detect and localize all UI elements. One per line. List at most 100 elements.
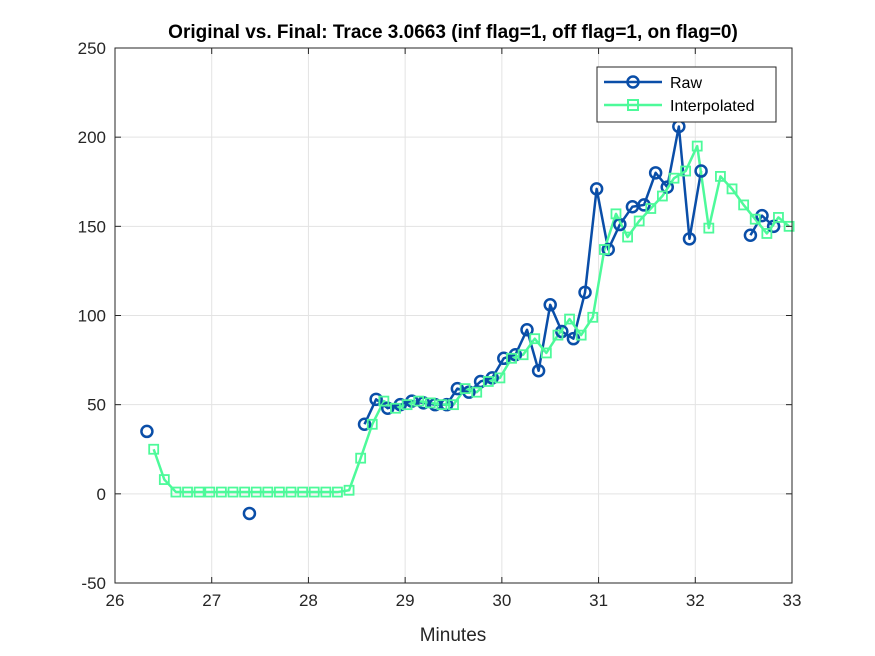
interpolated-point-marker — [285, 486, 297, 498]
interpolated-series-line — [152, 144, 790, 494]
interpolated-point-marker — [390, 402, 401, 414]
raw-point-marker — [755, 208, 769, 223]
interpolated-point-marker — [182, 486, 193, 498]
x-tick-label: 29 — [396, 591, 415, 610]
raw-point-marker — [450, 381, 465, 396]
raw-point-marker — [531, 364, 546, 378]
interpolated-point-marker — [355, 452, 367, 464]
interpolated-point-marker — [227, 486, 239, 498]
interpolated-point-marker — [424, 397, 436, 409]
interpolated-point-marker — [761, 228, 773, 239]
interpolated-point-marker — [158, 474, 170, 485]
series-layer — [140, 119, 795, 521]
y-tick-label: 150 — [78, 217, 106, 236]
interpolated-point-marker — [436, 399, 448, 411]
raw-point-marker — [543, 298, 557, 312]
interpolated-point-marker — [680, 165, 692, 177]
x-tick-label: 32 — [686, 591, 705, 610]
interpolated-point-marker — [239, 486, 250, 498]
interpolated-point-marker — [657, 190, 668, 202]
interpolated-point-marker — [529, 333, 541, 345]
interpolated-point-marker — [738, 199, 750, 211]
interpolated-point-marker — [343, 484, 355, 496]
raw-point-marker — [242, 506, 257, 521]
interpolated-point-marker — [366, 418, 378, 430]
legend-raw-marker — [626, 75, 640, 89]
interpolated-point-marker — [148, 443, 160, 455]
raw-point-marker — [637, 198, 651, 212]
y-tick-label: 250 — [78, 39, 106, 58]
raw-point-marker — [357, 417, 372, 432]
interpolated-point-marker — [332, 486, 343, 498]
raw-point-marker — [566, 331, 581, 346]
raw-point-marker — [743, 228, 758, 242]
x-axis-label: Minutes — [420, 625, 487, 646]
x-tick-label: 33 — [783, 591, 802, 610]
interpolated-point-marker — [250, 486, 262, 498]
interpolated-point-marker — [297, 486, 309, 498]
interpolated-point-marker — [401, 399, 413, 411]
interpolated-point-marker — [726, 183, 738, 195]
legend: Raw Interpolated — [596, 66, 777, 123]
interpolated-point-marker — [378, 395, 390, 407]
interpolated-point-marker — [517, 349, 529, 361]
y-tick-label: 200 — [78, 128, 106, 147]
interpolated-point-marker — [540, 347, 552, 359]
interpolated-point-marker — [482, 376, 494, 387]
interpolated-point-marker — [448, 399, 459, 411]
raw-point-marker — [589, 182, 604, 196]
interpolated-point-marker — [715, 170, 726, 182]
interpolated-point-marker — [459, 383, 471, 395]
interpolated-point-marker — [633, 215, 645, 227]
interpolated-point-marker — [598, 244, 610, 255]
raw-point-marker — [439, 397, 454, 412]
raw-point-marker — [601, 242, 615, 257]
x-tick-label: 28 — [299, 591, 318, 610]
x-tick-label: 31 — [589, 591, 608, 610]
interpolated-point-marker — [170, 486, 182, 498]
interpolated-point-marker — [668, 172, 680, 184]
interpolated-point-marker — [215, 486, 227, 498]
interpolated-point-marker — [413, 395, 425, 407]
raw-point-marker — [140, 424, 154, 439]
interpolated-point-marker — [610, 208, 622, 220]
legend-interpolated-label: Interpolated — [670, 98, 755, 115]
y-tick-label: 100 — [78, 307, 106, 326]
interpolated-point-marker — [773, 212, 784, 223]
x-tick-label: 26 — [106, 591, 125, 610]
y-tick-label: 50 — [87, 396, 106, 415]
interpolated-point-marker — [645, 203, 657, 214]
interpolated-point-marker — [783, 220, 795, 232]
interpolated-point-marker — [262, 486, 274, 498]
interpolated-point-marker — [703, 222, 715, 234]
raw-point-marker — [369, 392, 383, 407]
interpolated-point-marker — [506, 352, 517, 364]
interpolated-point-marker — [749, 213, 761, 225]
axis-ticks: 26 27 28 29 30 31 32 33 -50 0 50 100 150 200 250 — [78, 39, 802, 610]
interpolated-point-marker — [204, 486, 216, 498]
raw-point-marker — [694, 164, 708, 178]
legend-box — [596, 66, 777, 123]
raw-point-marker — [682, 232, 697, 246]
interpolated-point-marker — [552, 329, 564, 341]
interpolated-point-marker — [494, 372, 506, 384]
raw-point-marker — [578, 285, 592, 300]
interpolated-point-marker — [622, 231, 633, 243]
raw-point-marker — [497, 351, 511, 366]
raw-point-marker — [520, 323, 534, 337]
interpolated-point-marker — [471, 386, 483, 398]
x-tick-label: 27 — [202, 591, 221, 610]
chart-title: Original vs. Final: Trace 3.0663 (inf fl… — [168, 22, 738, 43]
interpolated-point-marker — [691, 140, 703, 152]
interpolated-point-marker — [193, 486, 205, 498]
legend-raw-label: Raw — [670, 75, 702, 92]
interpolated-point-marker — [320, 486, 332, 498]
y-tick-label: 0 — [97, 485, 106, 504]
interpolated-point-marker — [564, 313, 575, 325]
legend-interpolated-marker — [627, 99, 639, 111]
y-tick-label: -50 — [81, 574, 106, 593]
interpolated-point-marker — [587, 311, 599, 323]
x-tick-label: 30 — [492, 591, 511, 610]
interpolated-point-marker — [575, 329, 587, 341]
